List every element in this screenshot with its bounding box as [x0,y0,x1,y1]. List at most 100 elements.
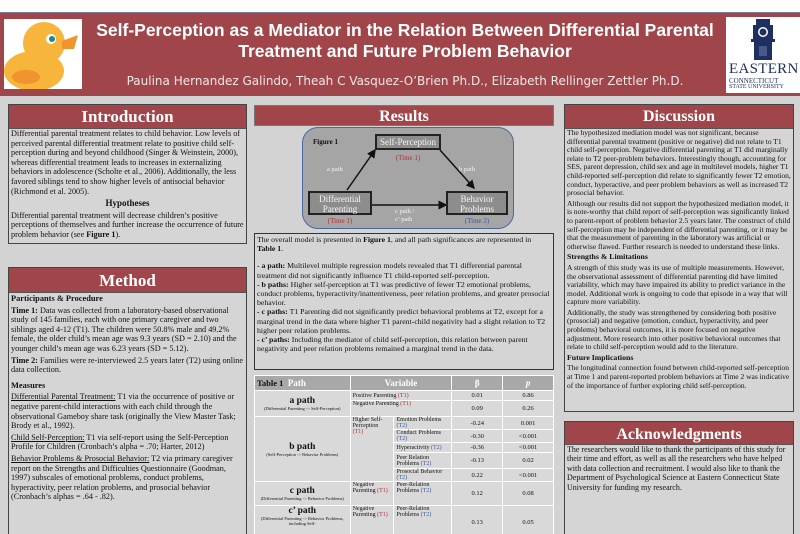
beta-cell: 0.01 [451,390,504,401]
table-row: Hyperactivity (T2) -0.36 <0.001 [255,442,554,453]
p-cell: 0.05 [502,505,554,534]
table-row: c’ path (Differential Parenting -> Behavi… [254,505,554,534]
differential-parenting-time: (Time 1) [327,217,353,225]
variable-cell: Conduct Problems (T2) [393,429,453,443]
a-path-arrow [346,148,376,191]
method-panel: Method Participants & Procedure Time 1: … [8,267,247,534]
c-predictor-cell: Negative Parenting (T1) [349,481,395,506]
self-perception-time: (Time 1) [395,154,421,162]
discussion-heading: Discussion [565,105,793,129]
discussion-p1: The hypothesized mediation model was not… [567,128,791,198]
variable-cell: Hyperactivity (T2) [393,442,453,453]
c-path-label: c path / [395,208,415,215]
figure-1: Figure 1 Self-Perception (Time 1) Differ… [302,127,514,229]
introduction-body: Differential parental treatment relates … [11,129,241,196]
table-1-container: Table 1 Path Variable β p a path (Differe… [254,375,554,534]
discussion-panel: Discussion The hypothesized mediation mo… [564,104,794,412]
time1-text: Time 1: Data was collected from a labora… [11,305,237,353]
introduction-heading: Introduction [9,105,246,129]
table-header-p: p [502,375,554,391]
hypotheses-body: Differential parental treatment will dec… [11,210,244,239]
variable-cell: Peer Relation Problems (T2) [393,452,453,469]
poster-title: Self-Perception as a Mediator in the Rel… [96,20,714,61]
p-cell: <0.001 [502,442,554,453]
c-prime-path-cell: c’ path (Differential Parenting -> Behavi… [254,505,351,534]
b-path-cell: b path (Self-Perception -> Behavior Probl… [254,416,351,482]
c-path-result: - c paths: T1 Parenting did not signific… [257,307,546,335]
introduction-panel: Introduction Differential parental treat… [8,104,247,244]
discussion-p2: Although our results did not support the… [567,198,791,251]
b-path-arrow [439,149,476,190]
participants-heading: Participants & Procedure [11,294,103,303]
acknowledgments-body: The researchers would like to thank the … [567,445,786,492]
table-row: Prosocial Behavior (T2) 0.22 <0.001 [255,468,554,482]
discussion-p3: A strength of this study was its use of … [567,262,788,307]
b-predictor-cell: Higher Self-Perception (T1) [349,416,395,482]
poster-authors: Paulina Hernandez Galindo, Theah C Vasqu… [126,74,684,88]
beta-cell: -0.36 [451,442,504,453]
c-path-cell: c path (Differential Parenting -> Behavio… [254,481,351,506]
a-path-result: - a path: Multilevel multiple regression… [257,261,522,280]
c-prime-path-label: c’ path [395,216,413,223]
table-1: Table 1 Path Variable β p a path (Differe… [254,375,554,534]
table-row: c path (Differential Parenting -> Behavio… [254,481,554,506]
table-header-beta: β [451,375,504,391]
p-cell: 0.08 [502,481,554,506]
discussion-p4: Additionally, the study was strengthened… [567,307,781,352]
beta-cell: 0.22 [451,468,504,482]
figure-label: Figure 1 [313,138,338,146]
p-cell: <0.001 [502,429,554,443]
table-row: Negative Parenting (T1) 0.09 0.26 [255,400,554,417]
b-path-label: b path [459,166,476,173]
rubber-duck-icon [4,22,78,89]
table-header-path: Table 1 Path [254,375,351,391]
variable-cell: Emotion Problems (T2) [393,416,453,430]
measures-heading: Measures [11,380,46,390]
poster-header: Self-Perception as a Mediator in the Rel… [0,12,800,96]
logo-eastern: EASTERN [729,61,799,77]
table-header-row: Table 1 Path Variable β p [254,375,554,391]
variable-cell: Peer-Relation Problems (T2) [393,505,453,534]
p-cell: 0.86 [502,390,554,401]
a-path-cell: a path (Differential Parenting -> Self-Pe… [254,390,351,417]
self-perception-node: Self-Perception [375,134,441,150]
measure-self-perception: Child Self-Perception: T1 via self-repor… [11,432,229,452]
beta-cell: 0.09 [451,400,504,417]
p-cell: 0.001 [502,416,554,430]
table-header-variable: Variable [349,375,453,391]
measure-differential: Differential Parental Treatment: T1 via … [11,392,236,431]
results-heading: Results [254,105,554,126]
behavior-problems-time: (Time 2) [464,217,490,225]
b-path-result: - b paths: Higher self-perception at T1 … [257,279,550,308]
results-intro: The overall model is presented in Figure… [257,235,532,254]
table-label: Table 1 [257,378,284,388]
variable-cell: Negative Parenting (T1) [349,400,453,417]
logo-state-university: STATE UNIVERSITY [729,84,785,90]
p-cell: 0.02 [502,452,554,469]
variable-cell: Peer-Relation Problems (T2) [393,481,453,506]
beta-cell: -0.24 [451,416,504,430]
logo-connecticut: CONNECTICUT [729,77,779,85]
acknowledgments-panel: Acknowledgments The researchers would li… [564,421,794,534]
variable-cell: Positive Parenting (T1) [349,390,453,401]
hypotheses-heading: Hypotheses [105,198,150,209]
duck-logo [4,19,82,89]
variable-cell: Prosocial Behavior (T2) [393,468,453,482]
table-row: Peer Relation Problems (T2) -0.13 0.02 [255,452,554,469]
beta-cell: 0.13 [451,505,504,534]
c-prime-predictor-cell: Negative Parenting (T1) [349,505,395,534]
table-row: b path (Self-Perception -> Behavior Probl… [254,416,554,482]
future-heading: Future Implications [567,352,634,362]
table-row: a path (Differential Parenting -> Self-Pe… [254,390,554,417]
path-arrows [346,148,476,210]
discussion-p5: The longitudinal connection found betwee… [567,363,790,390]
p-cell: 0.26 [502,400,554,417]
a-path-label: a path [327,166,343,173]
measure-behavior: Behavior Problems & Prosocial Behavior: … [11,453,233,502]
differential-parenting-node: Differential Parenting [308,191,372,215]
method-heading: Method [9,268,246,293]
behavior-problems-node: Behavior Problems [446,191,508,215]
c-prime-path-result: - c’ paths: Including the mediator of ch… [257,335,528,354]
strengths-heading: Strengths & Limitations [567,252,648,262]
beta-cell: -0.13 [451,452,504,469]
